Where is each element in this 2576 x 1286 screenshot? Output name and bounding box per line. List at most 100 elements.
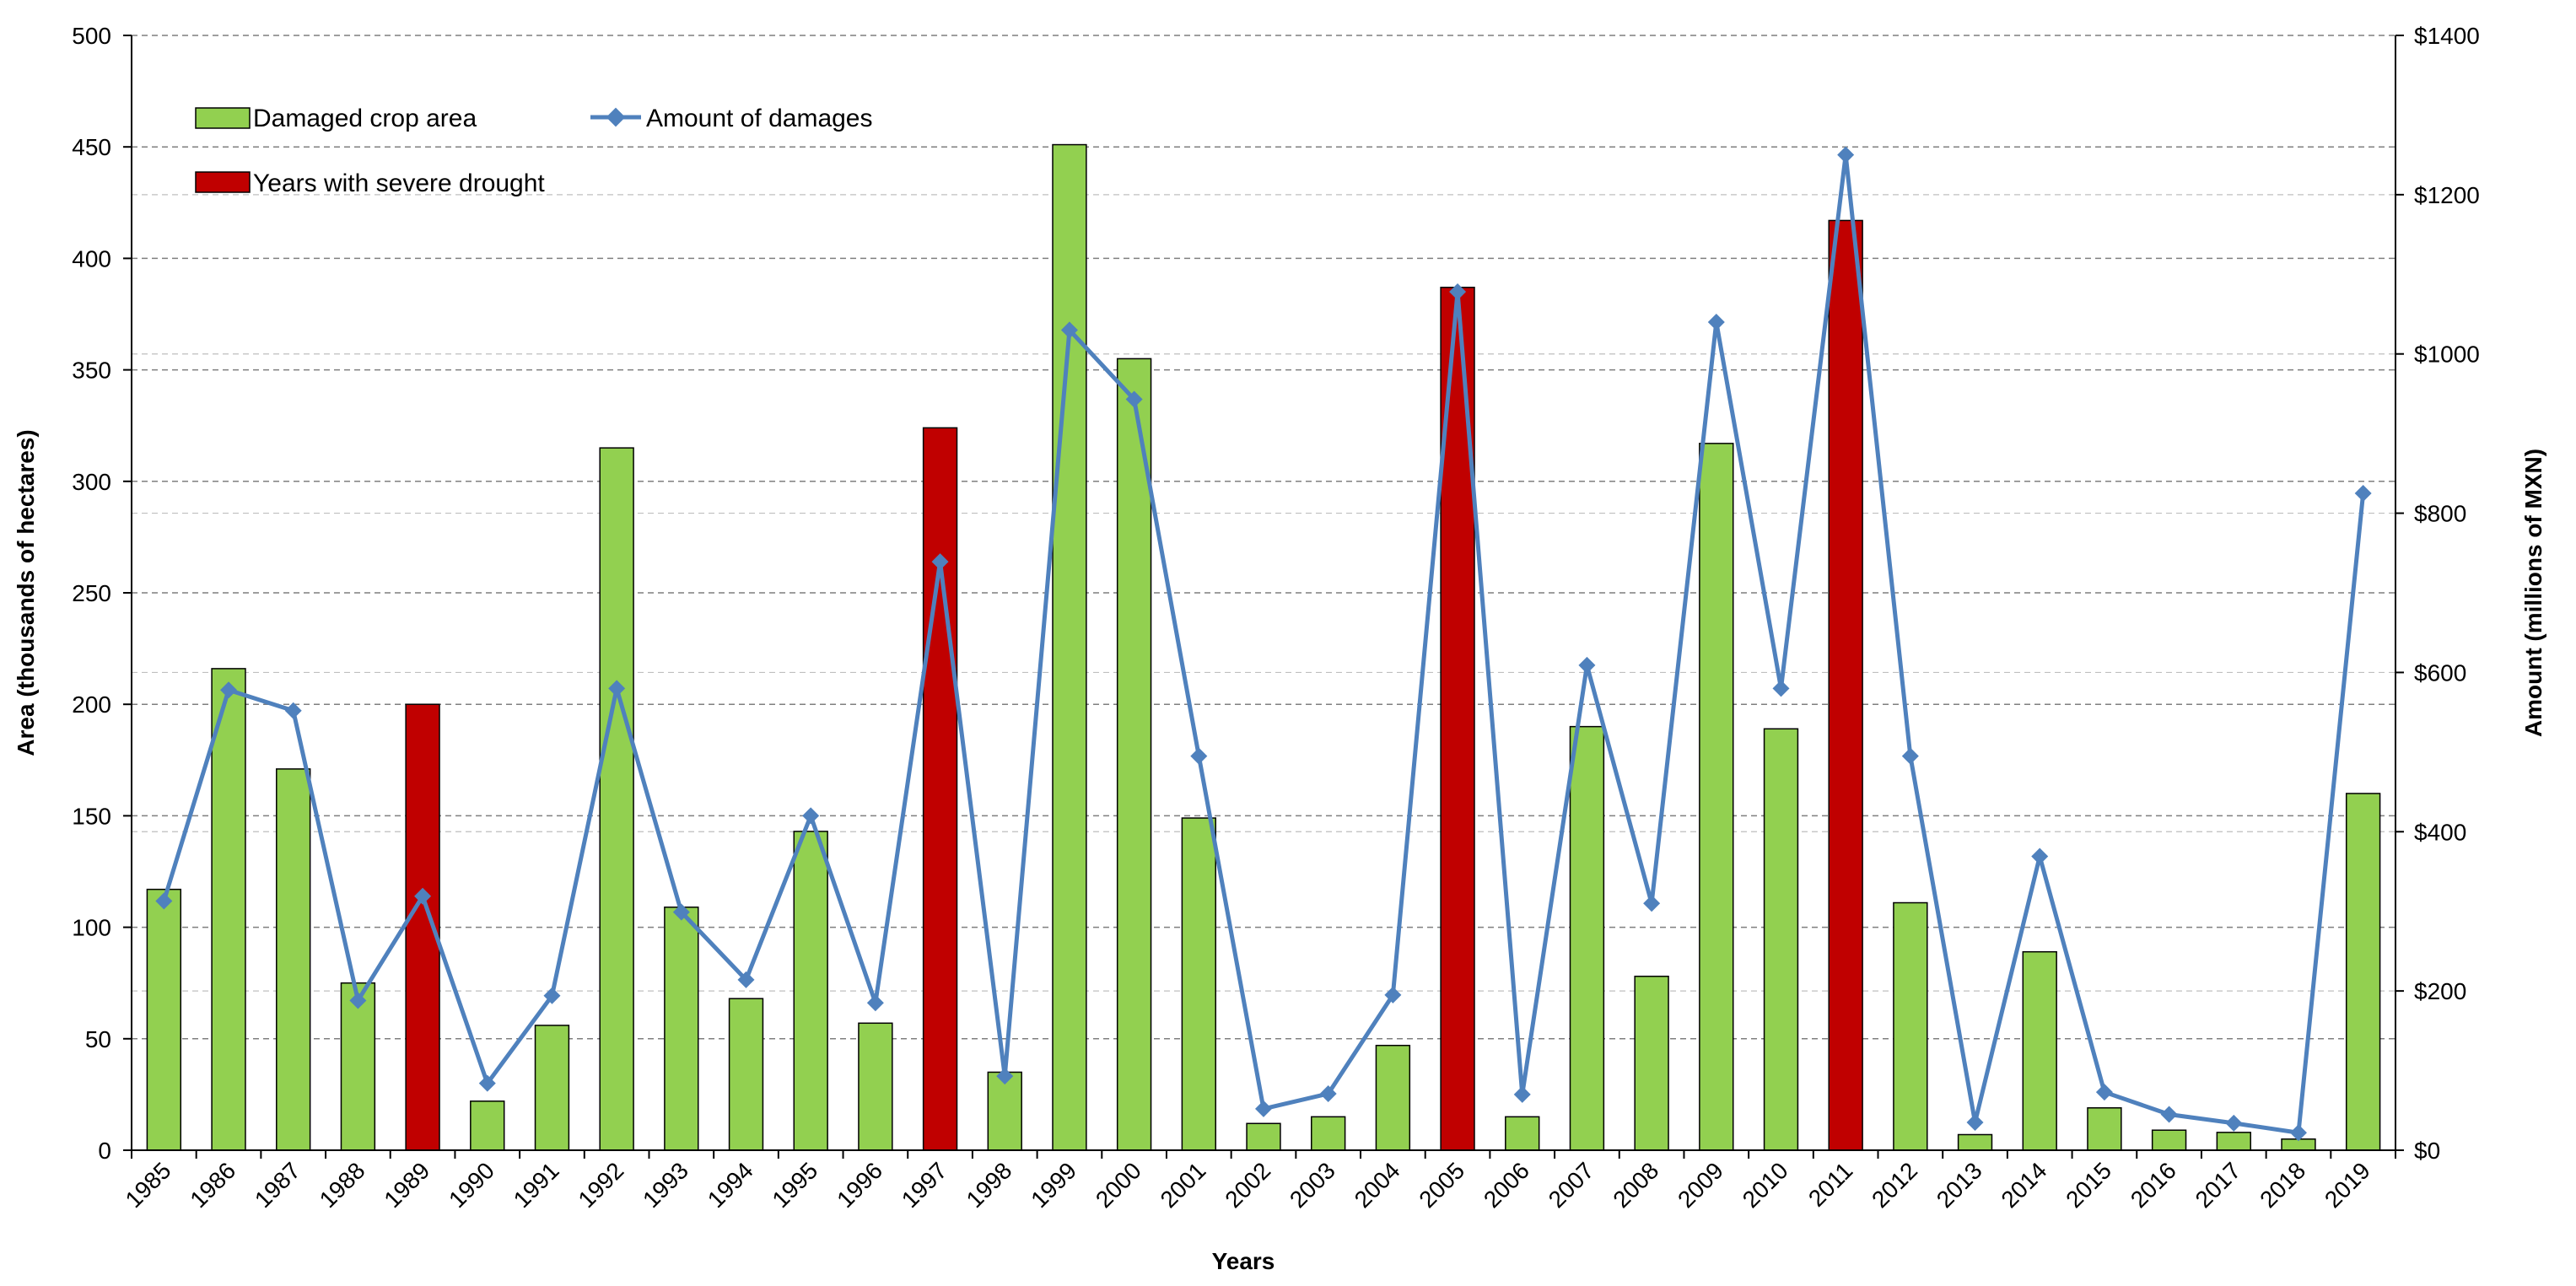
legend-drought-swatch [195,171,251,193]
bar [2022,950,2057,1151]
x-tick-label: 2007 [1544,1157,1599,1213]
damage-point [737,971,755,988]
y-tick-label-right: $1000 [2414,342,2480,368]
x-tick-label: 1988 [315,1157,370,1213]
x-tick-label: 2006 [1479,1157,1534,1213]
bar [1310,1116,1346,1151]
x-tick-label: 2001 [1156,1157,1211,1213]
bar [1375,1044,1411,1151]
y-tick-label-right: $0 [2414,1138,2440,1164]
bar [1052,143,1087,1151]
bar [276,768,311,1151]
damage-point [608,680,626,697]
y-tick-label-right: $400 [2414,819,2466,845]
damage-point [1513,1085,1531,1103]
y-tick-label-left: 400 [72,245,111,272]
x-tick-label: 1991 [509,1157,564,1213]
bar [1893,901,1928,1151]
x-tick-label: 2012 [1867,1157,1922,1213]
damage-point [2160,1106,2178,1123]
y-tick-label-left: 0 [98,1138,111,1164]
damage-point [2289,1124,2307,1142]
legend-line-label: Amount of damages [646,105,873,132]
damage-point [1384,986,1402,1004]
bar [2151,1129,2187,1151]
bar [1699,443,1734,1151]
bar [1246,1122,1281,1151]
x-tick-label: 1994 [703,1157,758,1213]
damage-point [1125,390,1143,408]
damage-point [1255,1100,1272,1117]
damage-point [1707,313,1725,331]
x-tick-label: 2003 [1285,1157,1340,1213]
x-tick-label: 1996 [832,1157,887,1213]
x-tick-label: 2005 [1414,1157,1469,1213]
bar [1505,1116,1540,1151]
bar [1957,1133,1993,1151]
x-tick-label: 1997 [897,1157,952,1213]
bar [470,1100,505,1151]
x-tick-label: 2016 [2126,1157,2181,1213]
x-tick-label: 2010 [1738,1157,1793,1213]
damage-point [284,702,302,719]
y-axis-left-title: Area (thousands of hectares) [13,429,39,756]
x-tick-label: 2015 [2061,1157,2116,1213]
bar [211,668,246,1151]
x-tick-label: 2000 [1091,1157,1146,1213]
damage-point [2095,1084,2113,1101]
bar [793,831,828,1151]
bar [599,447,634,1151]
legend-bar-swatch [195,107,251,129]
damage-point [802,807,820,825]
y-tick-label-left: 450 [72,134,111,160]
damage-point [2354,484,2372,502]
x-tick-label: 1998 [962,1157,1017,1213]
y-tick-label-right: $1200 [2414,182,2480,208]
y-tick-label-right: $1400 [2414,23,2480,49]
bar-drought [922,427,958,1151]
bar [2087,1107,2122,1151]
damage-point [1772,680,1790,697]
damage-point [478,1074,496,1092]
legend-line-marker [606,107,626,127]
y-tick-label-left: 350 [72,358,111,384]
y-tick-label-left: 300 [72,469,111,495]
bar [2216,1132,2251,1151]
x-tick-label: 1995 [767,1157,822,1213]
line-series [155,146,2372,1142]
bar [1634,976,1669,1151]
damage-point [1643,895,1661,912]
damage-point [672,903,690,921]
damage-point [1319,1084,1337,1102]
damage-point [931,553,949,571]
bar [1116,358,1152,1151]
bar [1181,817,1217,1151]
damage-point [543,987,561,1004]
damage-point [1578,656,1596,674]
bar [858,1022,893,1151]
damage-point [996,1068,1014,1085]
x-tick-label: 1993 [638,1157,693,1213]
x-tick-label: 1989 [379,1157,434,1213]
bar-series [146,143,2381,1151]
x-tick-label: 1999 [1026,1157,1081,1213]
x-tick-label: 2009 [1673,1157,1728,1213]
x-tick-label: 1986 [185,1157,240,1213]
y-tick-label-right: $600 [2414,659,2466,686]
legend-bar-label: Damaged crop area [253,105,477,132]
x-axis-title: Years [1212,1248,1275,1274]
x-tick-label: 2013 [1932,1157,1987,1213]
bar [534,1025,570,1151]
damage-point [1837,146,1855,164]
damage-point [414,887,432,905]
x-tick-label: 1987 [250,1157,305,1213]
legend-drought-label: Years with severe drought [253,169,545,197]
x-tick-label: 1992 [573,1157,628,1213]
damage-point [1060,321,1078,339]
x-tick-label: 1985 [121,1157,176,1213]
x-tick-label: 2002 [1220,1157,1275,1213]
x-tick-label: 2017 [2191,1157,2246,1213]
damage-point [1966,1113,1984,1131]
y-tick-label-right: $200 [2414,978,2466,1004]
x-tick-label: 2018 [2255,1157,2310,1213]
